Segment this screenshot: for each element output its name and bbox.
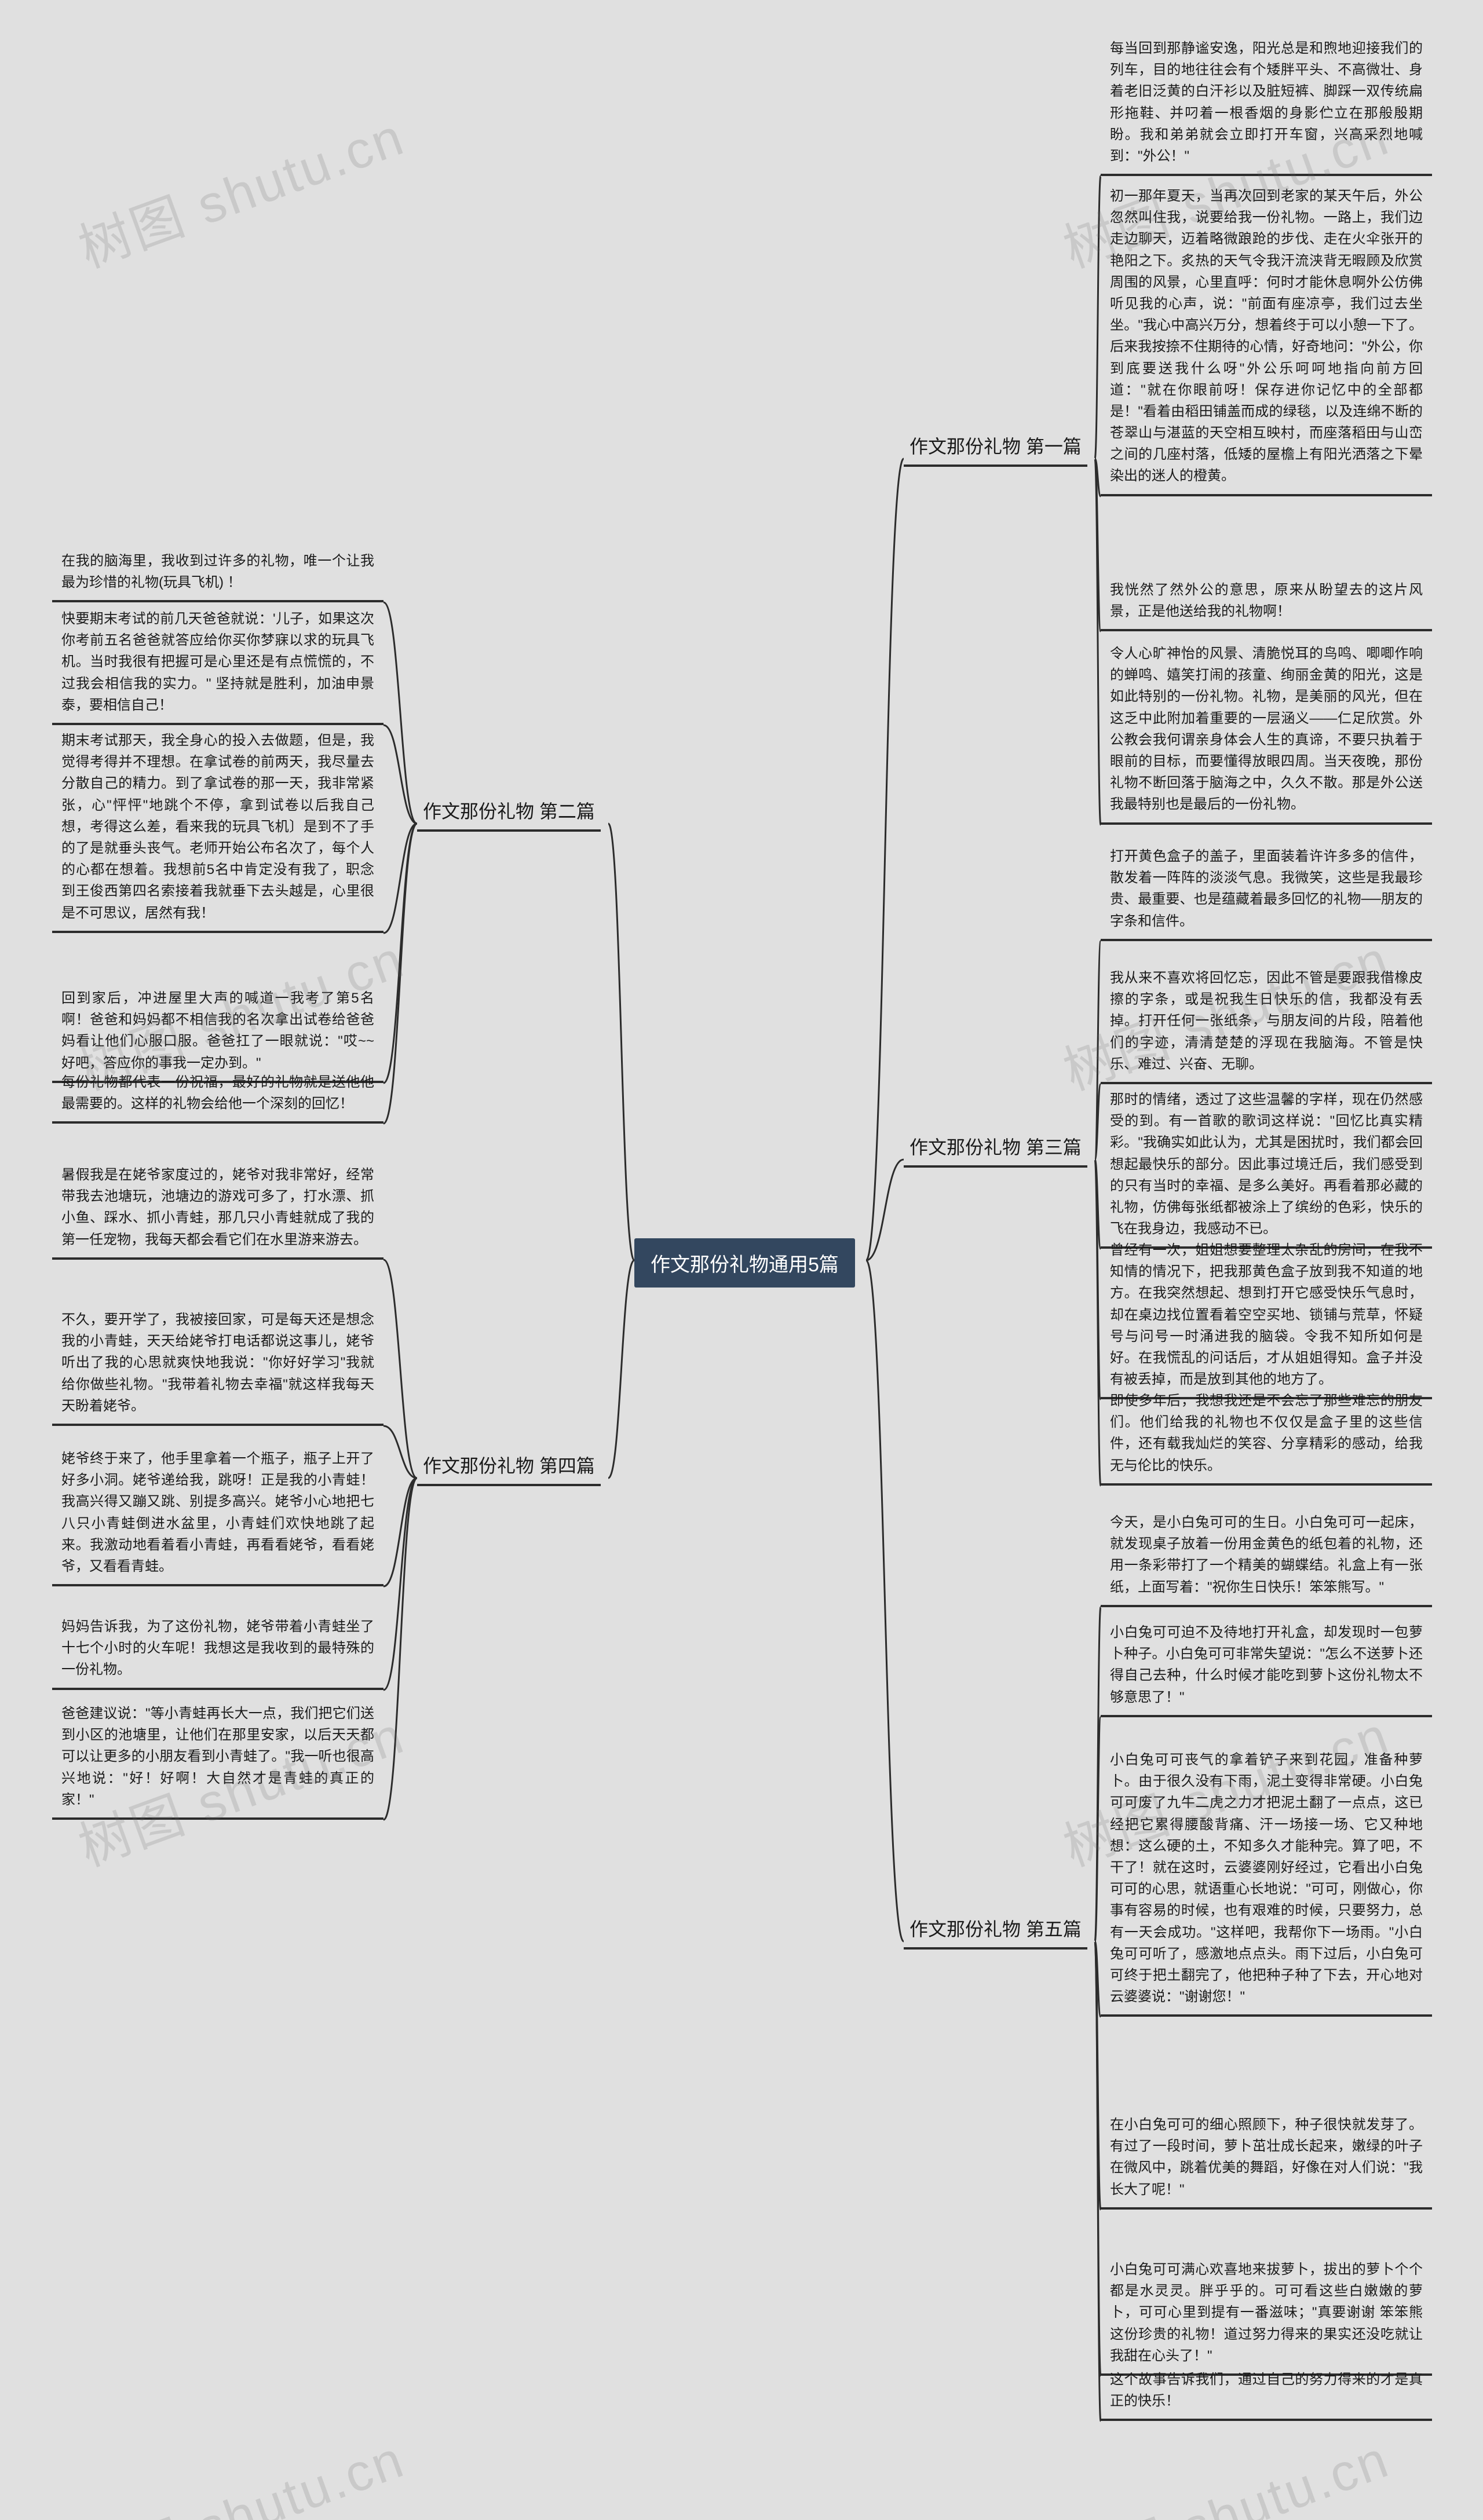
leaf-b5-4: 小白兔可可满心欢喜地来拔萝卜，拔出的萝卜个个都是水灵灵。胖乎乎的。可可看这些白嫩… xyxy=(1101,2253,1432,2376)
leaf-b3-2: 那时的情绪，透过了这些温馨的字样，现在仍然感受的到。有一首歌的歌词这样说："回忆… xyxy=(1101,1083,1432,1249)
leaf-b3-3: 曾经有一次，姐姐想要整理太杂乱的房间，在我不知情的情况下，把我那黄色盒子放到我不… xyxy=(1101,1234,1432,1399)
branch-b2: 作文那份礼物 第二篇 xyxy=(417,793,601,832)
leaf-b4-3: 妈妈告诉我，为了这份礼物，姥爷带着小青蛙坐了十七个小时的火车呢！我想这是我收到的… xyxy=(52,1610,383,1690)
leaf-b4-4: 爸爸建议说："等小青蛙再长大一点，我们把它们送到小区的池塘里，让他们在那里安家，… xyxy=(52,1697,383,1820)
leaf-b3-4: 即使多年后，我想我还是不会忘了那些难忘的朋友们。他们给我的礼物也不仅仅是盒子里的… xyxy=(1101,1384,1432,1486)
branch-b3: 作文那份礼物 第三篇 xyxy=(904,1129,1087,1168)
leaf-b5-5: 这个故事告诉我们，通过自己的努力得来的才是真正的快乐！ xyxy=(1101,2363,1432,2421)
branch-b1: 作文那份礼物 第一篇 xyxy=(904,429,1087,467)
watermark: 树图 shutu.cn xyxy=(1052,2417,1398,2520)
leaf-b5-0: 今天，是小白兔可可的生日。小白兔可可一起床，就发现桌子放着一份用金黄色的纸包着的… xyxy=(1101,1506,1432,1607)
leaf-b3-0: 打开黄色盒子的盖子，里面装着许许多多的信件，散发着一阵阵的淡淡气息。我微笑，这些… xyxy=(1101,840,1432,941)
mindmap-canvas: 作文那份礼物通用5篇 作文那份礼物 第一篇作文那份礼物 第二篇作文那份礼物 第三篇… xyxy=(0,0,1483,2520)
leaf-b2-0: 在我的脑海里，我收到过许多的礼物，唯一个让我最为珍惜的礼物(玩具飞机) ！ xyxy=(52,544,383,602)
watermark: 树图 shutu.cn xyxy=(67,2417,414,2520)
leaf-b1-0: 每当回到那静谧安逸，阳光总是和煦地迎接我们的列车，目的地往往会有个矮胖平头、不高… xyxy=(1101,32,1432,176)
leaf-b5-3: 在小白兔可可的细心照顾下，种子很快就发芽了。有过了一段时间，萝卜茁壮成长起来，嫩… xyxy=(1101,2108,1432,2210)
leaf-b2-1: 快要期末考试的前几天爸爸就说：'儿子，如果这次你考前五名爸爸就答应给你买你梦寐以… xyxy=(52,602,383,725)
leaf-b2-4: 每份礼物都代表一份祝福，最好的礼物就是送他他最需要的。这样的礼物会给他一个深刻的… xyxy=(52,1066,383,1124)
leaf-b5-1: 小白兔可可迫不及待地打开礼盒，却发现时一包萝卜种子。小白兔可可非常失望说："怎么… xyxy=(1101,1616,1432,1717)
leaf-b1-1: 初一那年夏天，当再次回到老家的某天午后，外公忽然叫住我，说要给我一份礼物。一路上… xyxy=(1101,180,1432,496)
leaf-b4-1: 不久，要开学了，我被接回家，可是每天还是想念我的小青蛙，天天给姥爷打电话都说这事… xyxy=(52,1303,383,1426)
leaf-b3-1: 我从来不喜欢将回忆忘，因此不管是要跟我借橡皮擦的字条，或是祝我生日快乐的信，我都… xyxy=(1101,961,1432,1084)
leaf-b1-3: 令人心旷神怡的风景、清脆悦耳的鸟鸣、唧唧作响的蝉鸣、嬉笑打闹的孩童、绚丽金黄的阳… xyxy=(1101,637,1432,825)
leaf-b1-2: 我恍然了然外公的意思，原来从盼望去的这片风景，正是他送给我的礼物啊！ xyxy=(1101,573,1432,631)
root-node: 作文那份礼物通用5篇 xyxy=(634,1238,855,1288)
leaf-b5-2: 小白兔可可丧气的拿着铲子来到花园，准备种萝卜。由于很久没有下雨，泥土变得非常硬。… xyxy=(1101,1743,1432,2017)
leaf-b2-2: 期末考试那天，我全身心的投入去做题，但是，我觉得考得并不理想。在拿试卷的前两天，… xyxy=(52,724,383,933)
leaf-b4-2: 姥爷终于来了，他手里拿着一个瓶子，瓶子上开了好多小洞。姥爷递给我，跳呀！正是我的… xyxy=(52,1442,383,1586)
branch-b4: 作文那份礼物 第四篇 xyxy=(417,1448,601,1486)
branch-b5: 作文那份礼物 第五篇 xyxy=(904,1911,1087,1950)
leaf-b4-0: 暑假我是在姥爷家度过的，姥爷对我非常好，经常带我去池塘玩，池塘边的游戏可多了，打… xyxy=(52,1158,383,1260)
watermark: 树图 shutu.cn xyxy=(67,94,414,282)
